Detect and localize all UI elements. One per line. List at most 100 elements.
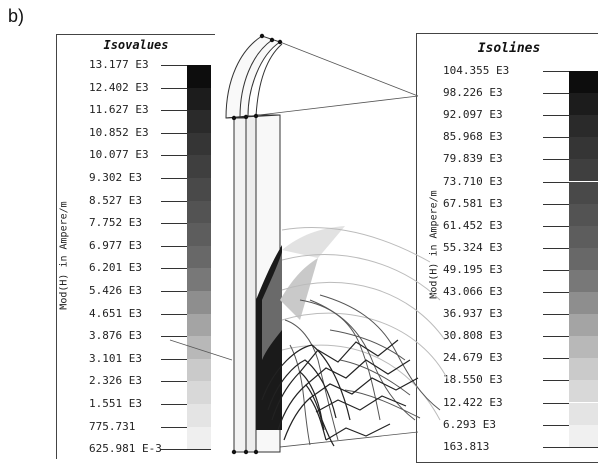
color-swatch bbox=[187, 110, 211, 133]
scale-tick bbox=[161, 223, 211, 225]
scale-value: 12.422 E3 bbox=[443, 395, 503, 409]
panel-label: b) bbox=[8, 6, 25, 26]
scale-tick bbox=[161, 358, 211, 360]
color-swatch bbox=[187, 87, 211, 111]
geometry-nodes bbox=[231, 33, 283, 455]
scale-value: 10.077 E3 bbox=[89, 148, 149, 162]
scale-value: 12.402 E3 bbox=[89, 80, 149, 94]
scale-value: 79.839 E3 bbox=[443, 152, 503, 166]
scale-tick bbox=[161, 336, 211, 338]
scale-value: 104.355 E3 bbox=[443, 64, 510, 77]
scale-value: 8.527 E3 bbox=[89, 193, 142, 207]
isoline-arcs bbox=[281, 227, 449, 421]
scale-value: 98.226 E3 bbox=[443, 86, 503, 100]
scale-value: 92.097 E3 bbox=[443, 108, 503, 122]
isoline-contours bbox=[284, 294, 441, 446]
color-swatch bbox=[569, 424, 598, 447]
scale-value: 36.937 E3 bbox=[443, 307, 503, 321]
scale-value: 775.731 bbox=[89, 419, 136, 433]
scale-tick bbox=[161, 426, 211, 428]
color-swatch bbox=[569, 71, 598, 94]
isoline-core bbox=[261, 339, 419, 447]
scale-value: 163.813 bbox=[443, 439, 490, 453]
scale-value: 9.302 E3 bbox=[89, 171, 142, 184]
color-swatch bbox=[569, 336, 598, 359]
color-swatch bbox=[187, 132, 211, 156]
scale-value: 4.651 E3 bbox=[89, 306, 142, 320]
color-swatch bbox=[187, 358, 211, 382]
color-swatch bbox=[569, 181, 598, 204]
color-swatch bbox=[569, 115, 598, 138]
color-swatch bbox=[187, 426, 211, 450]
color-swatch bbox=[187, 291, 211, 314]
color-swatch bbox=[187, 155, 211, 178]
isolines-legend: Isolines Mod(H) in Ampere/m 104.355 E3 98… bbox=[416, 33, 598, 463]
color-swatch bbox=[569, 269, 598, 292]
color-swatch bbox=[187, 178, 211, 201]
isolines-title: Isolines bbox=[477, 41, 541, 56]
color-swatch bbox=[187, 65, 211, 88]
scale-value: 67.581 E3 bbox=[443, 196, 503, 210]
scale-value: 6.293 E3 bbox=[443, 417, 496, 431]
scale-tick bbox=[161, 449, 211, 451]
scale-value: 1.551 E3 bbox=[89, 397, 142, 410]
color-swatch bbox=[569, 225, 598, 248]
scale-tick bbox=[161, 245, 211, 247]
scale-value: 3.876 E3 bbox=[89, 329, 142, 343]
scale-value: 30.808 E3 bbox=[443, 329, 503, 343]
color-swatch bbox=[569, 314, 598, 337]
scale-value: 6.977 E3 bbox=[89, 238, 142, 252]
scale-tick bbox=[161, 155, 211, 157]
scale-tick bbox=[161, 381, 211, 383]
color-swatch bbox=[569, 380, 598, 403]
field-shading bbox=[256, 226, 345, 430]
scale-tick bbox=[161, 200, 211, 202]
scale-value: 55.324 E3 bbox=[443, 240, 503, 254]
color-swatch bbox=[187, 200, 211, 224]
scale-value: 13.177 E3 bbox=[89, 58, 149, 71]
scale-tick bbox=[161, 178, 211, 179]
scale-tick bbox=[161, 291, 211, 292]
scale-tick bbox=[161, 313, 211, 315]
color-swatch bbox=[187, 381, 211, 404]
color-swatch bbox=[187, 268, 211, 291]
color-swatch bbox=[187, 223, 211, 246]
scale-value: 49.195 E3 bbox=[443, 262, 503, 276]
scale-value: 73.710 E3 bbox=[443, 174, 503, 188]
color-swatch bbox=[187, 313, 211, 337]
scale-tick bbox=[161, 87, 211, 89]
scale-value: 3.101 E3 bbox=[89, 351, 142, 365]
scale-value: 10.852 E3 bbox=[89, 125, 149, 139]
scale-tick bbox=[161, 268, 211, 270]
color-swatch bbox=[187, 245, 211, 269]
scale-value: 18.550 E3 bbox=[443, 373, 503, 387]
color-swatch bbox=[569, 159, 598, 182]
color-swatch bbox=[569, 292, 598, 315]
scale-value: 5.426 E3 bbox=[89, 284, 142, 297]
scale-value: 61.452 E3 bbox=[443, 218, 503, 232]
scale-value: 625.981 E-3 bbox=[89, 442, 162, 456]
isovalues-legend: Isovalues Mod(H) in Ampere/m 13.177 E3 12… bbox=[56, 34, 215, 459]
scale-value: 43.066 E3 bbox=[443, 285, 503, 298]
color-swatch bbox=[187, 404, 211, 427]
scale-tick bbox=[161, 404, 211, 405]
scale-tick bbox=[161, 132, 211, 134]
scale-value: 11.627 E3 bbox=[89, 103, 149, 117]
scale-tick bbox=[161, 110, 211, 112]
color-swatch bbox=[569, 402, 598, 425]
color-swatch bbox=[569, 93, 598, 116]
color-swatch bbox=[569, 203, 598, 226]
scale-value: 2.326 E3 bbox=[89, 374, 142, 388]
scale-tick bbox=[543, 446, 598, 448]
isovalues-title: Isovalues bbox=[103, 38, 169, 52]
scale-value: 7.752 E3 bbox=[89, 216, 142, 230]
color-swatch bbox=[187, 336, 211, 359]
scale-value: 24.679 E3 bbox=[443, 351, 503, 365]
scale-tick bbox=[161, 65, 211, 66]
scale-value: 85.968 E3 bbox=[443, 130, 503, 144]
color-swatch bbox=[569, 137, 598, 160]
color-swatch bbox=[569, 247, 598, 270]
color-swatch bbox=[569, 358, 598, 381]
scale-value: 6.201 E3 bbox=[89, 261, 142, 275]
